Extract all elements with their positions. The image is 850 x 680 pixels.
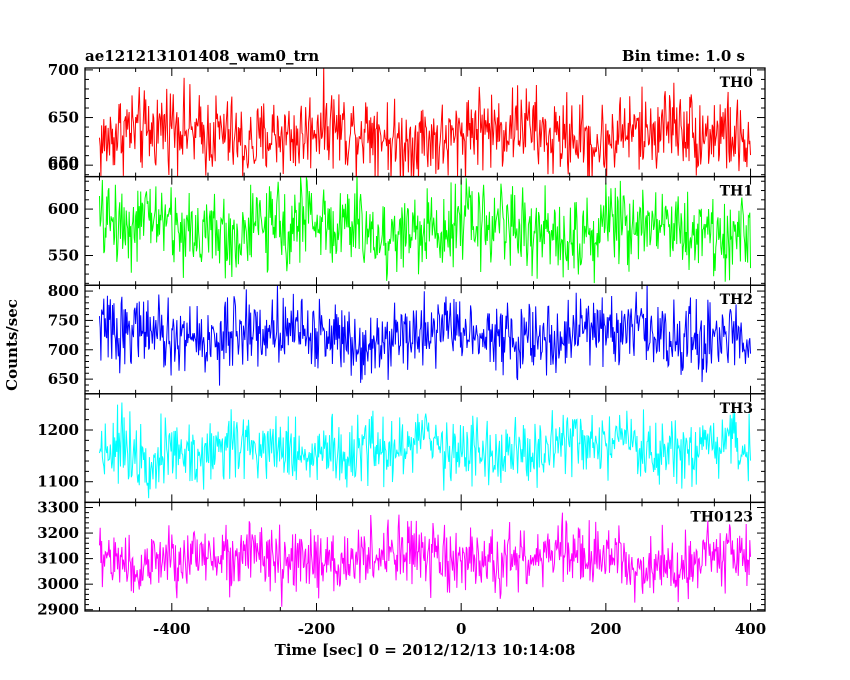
x-tick-labels: -400 -200 0 200 400 [153, 620, 766, 638]
y-tick-label: 750 [48, 311, 79, 329]
y-tick-label: 700 [48, 61, 79, 79]
y-tick-label: 650 [48, 109, 79, 127]
y-tick-label: 650 [48, 370, 79, 388]
bin-time-label: Bin time: 1.0 s [622, 47, 745, 65]
y-tick-label: 2900 [37, 601, 79, 619]
panel-th3: 1100 1200 TH3 [37, 393, 766, 504]
panel-label: TH1 [720, 184, 753, 200]
series-line-th1 [98, 176, 752, 284]
chart-title: ae121213101408_wam0_trn [85, 47, 319, 65]
x-tick-label: 0 [456, 620, 466, 638]
series-line-th2 [98, 285, 752, 386]
y-tick-label: 650 [48, 154, 79, 172]
y-tick-label: 3000 [37, 575, 79, 593]
y-tick-label: 800 [48, 282, 79, 300]
y-tick-label: 1200 [37, 421, 79, 439]
panel-label: TH0123 [690, 509, 753, 525]
series-line-th0123 [98, 512, 752, 607]
y-tick-label: 600 [48, 156, 79, 174]
x-tick-label: 400 [735, 620, 766, 638]
y-tick-label: 550 [48, 246, 79, 264]
x-axis-label: Time [sec] 0 = 2012/12/13 10:14:08 [275, 641, 576, 659]
series-line-th0 [98, 68, 752, 177]
x-tick-label: 200 [590, 620, 621, 638]
series-line-th3 [98, 402, 752, 499]
panel-label: TH2 [720, 292, 753, 308]
y-tick-label: 1100 [37, 473, 79, 491]
panels-group: 600650700TH0550600650TH1650700750800TH21… [37, 61, 766, 619]
y-axis-label: Counts/sec [3, 299, 21, 391]
x-tick-label: -200 [298, 620, 336, 638]
y-tick-label: 3200 [37, 524, 79, 542]
y-tick-label: 3300 [37, 499, 79, 517]
x-tick-label: -400 [153, 620, 191, 638]
y-tick-label: 700 [48, 341, 79, 359]
panel-th0123: 2900 3000 3100 3200 3300 TH0123 [37, 499, 766, 619]
panel-label: TH0 [720, 75, 754, 91]
y-tick-label: 600 [48, 200, 79, 218]
panel-th2: 650 700 750 800 TH2 [48, 282, 766, 395]
y-tick-label: 3100 [37, 550, 79, 568]
panel-label: TH3 [720, 401, 753, 417]
